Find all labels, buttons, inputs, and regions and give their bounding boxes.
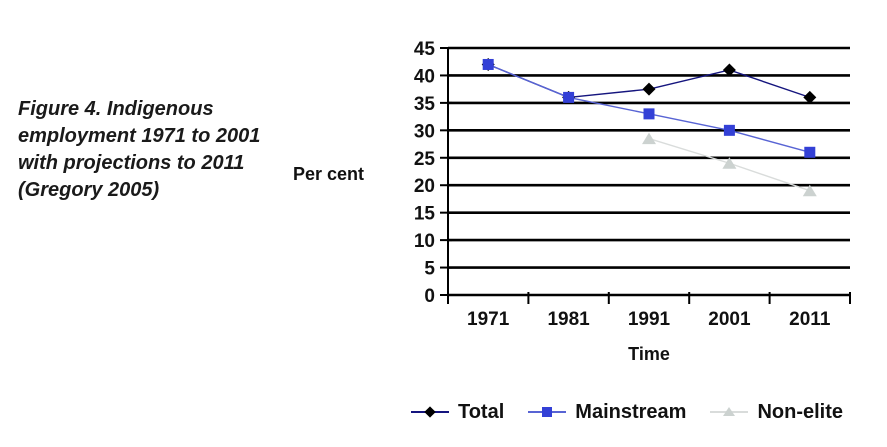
- data-point-non-elite: [722, 157, 737, 169]
- y-tick-label: 30: [414, 121, 435, 142]
- data-point-non-elite: [642, 132, 656, 145]
- legend-label-total: Total: [457, 400, 505, 423]
- y-tick-label: 40: [414, 66, 435, 87]
- data-point-total: [722, 63, 736, 77]
- legend-sample-non-elite: [710, 405, 749, 419]
- x-tick-label: 2011: [789, 309, 831, 330]
- legend-sample-total: [410, 405, 449, 419]
- x-tick-label: 1981: [547, 309, 590, 330]
- legend-label-non-elite: Non-elite: [757, 400, 843, 423]
- data-point-total: [642, 82, 656, 96]
- x-tick-label: 2001: [708, 309, 751, 330]
- legend-label-mainstream: Mainstream: [575, 400, 687, 423]
- x-tick-label: 1971: [467, 309, 510, 330]
- y-tick-label: 25: [414, 149, 436, 170]
- y-tick-label: 35: [414, 94, 436, 115]
- y-tick-label: 15: [414, 204, 436, 225]
- y-tick-label: 20: [414, 176, 435, 197]
- chart-plot-area: 0 5 10 15 20 25 30 35 40 45 1971 1981 1991 2001 2011: [414, 40, 851, 330]
- legend-item-total: Total: [410, 400, 505, 424]
- legend-sample-mainstream: [528, 405, 567, 419]
- total-diamond-marker-icon: [424, 406, 436, 418]
- legend-item-non-elite: Non-elite: [710, 401, 843, 424]
- mainstream-square-marker-icon: [542, 407, 553, 417]
- y-axis-title: Per cent: [293, 164, 365, 184]
- data-point-mainstream: [563, 91, 575, 103]
- y-tick-label: 0: [424, 286, 435, 307]
- data-point-mainstream: [643, 108, 655, 120]
- chart-legend: Total Mainstream Non-elite: [372, 397, 882, 427]
- data-point-non-elite: [802, 184, 817, 197]
- figure-caption: Figure 4. Indigenous employment 1971 to …: [18, 98, 261, 201]
- data-point-total: [803, 90, 817, 104]
- data-point-mainstream: [723, 124, 735, 136]
- x-axis-title: Time: [628, 344, 670, 364]
- non-elite-triangle-marker-icon: [723, 407, 736, 416]
- x-tick-label: 1991: [628, 309, 671, 330]
- data-point-mainstream: [482, 58, 494, 70]
- legend-item-mainstream: Mainstream: [528, 401, 686, 424]
- data-point-mainstream: [804, 146, 816, 158]
- y-tick-label: 5: [424, 259, 435, 280]
- y-tick-label: 10: [414, 231, 435, 252]
- y-tick-label: 45: [414, 40, 436, 60]
